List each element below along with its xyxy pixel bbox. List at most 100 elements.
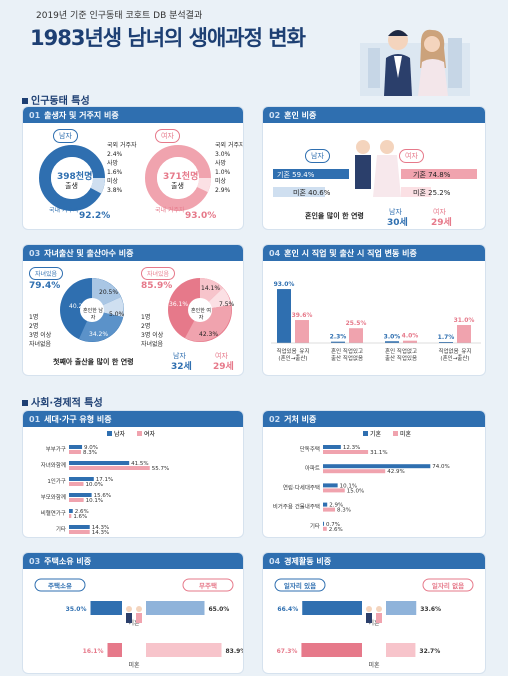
male-slice-1: 40.2% [69, 303, 89, 310]
male-age: 30세 [387, 218, 408, 228]
row-label: 비혈연가구 [41, 509, 66, 517]
row-label: 기타 [56, 525, 66, 533]
male-married-bar [273, 169, 349, 179]
row-label: 비거주용 건물내주택 [273, 503, 320, 511]
value-label-series-2: 2.6% [329, 527, 343, 533]
bar-series-2 [323, 507, 336, 512]
left-tag: 주택소유 [48, 581, 72, 590]
value-label-series-2: 14.3% [92, 530, 109, 536]
couple-illustration [360, 29, 470, 96]
bar-series-2 [323, 488, 345, 493]
row-label: 1인가구 [47, 477, 66, 485]
right-value: 33.6% [420, 606, 441, 613]
bar-series-1 [69, 477, 94, 481]
female-tag: 여자 [399, 149, 424, 163]
row-label: 미혼 [128, 661, 140, 669]
job-change-bar-chart: 93.0%39.6%직업있음_유지(혼인→출산)2.3%25.5%혼인 직업있고… [271, 281, 481, 362]
female-domestic-label: 국내 거주자 [155, 207, 185, 214]
female-pie-chart [168, 278, 232, 342]
value-label-series-2: 55.7% [152, 466, 169, 472]
person-icon [126, 613, 132, 623]
bar-series-2 [69, 450, 82, 454]
bar-series-1 [69, 493, 92, 497]
row-label: 아파트 [305, 464, 320, 472]
female-legend: 1명 2명 3명 이상 자녀없음 [141, 314, 164, 348]
value-label-series-2: 10.0% [86, 482, 103, 488]
value-label-series-2: 8.3% [83, 450, 97, 456]
bar-series-2 [323, 469, 386, 474]
bar-series-2 [323, 450, 369, 454]
right-value: 83.9% [226, 648, 244, 655]
right-tag-box [422, 578, 474, 592]
category-label: 혼인 직업있고 [331, 347, 363, 355]
row-label: 미혼 [368, 661, 380, 669]
bar-series-2 [69, 530, 90, 534]
legend-label-1: 기혼 [370, 430, 382, 438]
card-header: 03 주택소유 비중 [23, 553, 243, 569]
legend-swatch-1 [363, 431, 368, 436]
card-household-type: 01 세대·가구 유형 비중 남자 여자 부부가구 9.0% 8.3% 자녀와함께 41.5%… [22, 410, 244, 538]
category-label: (혼인→출산) [440, 354, 469, 362]
person-icon [366, 613, 372, 623]
male-slice-4: 5.0% [109, 311, 125, 318]
right-bar [386, 643, 416, 657]
left-bar [107, 643, 122, 657]
value-label-series-1: 14.3% [92, 525, 109, 531]
female-slice-4: 7.5% [219, 301, 235, 308]
left-bar [301, 643, 362, 657]
female-total-label: 출생 [171, 182, 184, 190]
male-legend: 국외 거주자 2.4% 사망 1.6% 미상 3.8% [107, 142, 137, 194]
card-residence-type: 02 거처 비중 기혼 미혼 단독주택 12.3% 31.1% 아파트 74.0% 42.9% 연… [262, 410, 486, 538]
male-unmarried-bar [273, 187, 325, 197]
value-label-male: 1.7% [438, 334, 455, 341]
left-tag-box [34, 578, 86, 592]
bar-female [349, 328, 363, 343]
male-slice-2: 20.5% [99, 289, 119, 296]
female-slice-2: 14.1% [201, 285, 221, 292]
legend-swatch-2 [137, 431, 142, 436]
bar-series-1 [69, 445, 83, 449]
legend-label-2: 여자 [144, 430, 156, 438]
female-slice-1: 36.1% [169, 301, 189, 308]
female-unmarried-bar [401, 187, 431, 197]
bar-series-2 [69, 514, 72, 518]
value-label-series-1: 2.6% [75, 509, 89, 515]
female-age-label: 여자 [433, 208, 446, 216]
value-label-series-2: 15.0% [347, 488, 364, 494]
right-tag: 무주택 [199, 581, 217, 590]
bar-male [439, 342, 453, 343]
category-label: 직업없음_유지 [438, 347, 471, 355]
row-label: 기혼 [128, 619, 140, 627]
left-value: 16.1% [83, 648, 104, 655]
row-label: 기타 [310, 522, 320, 530]
right-bar [386, 601, 417, 615]
card-home-ownership: 03 주택소유 비중 주택소유 무주택 35.0% 65.0% 기혼 16.1% 83.9% 미… [22, 552, 244, 674]
male-center-label: 혼인한 남자 [83, 308, 103, 321]
male-domestic: 92.2% [79, 211, 111, 221]
legend-label-2: 미혼 [400, 430, 412, 438]
right-tag: 일자리 없음 [432, 581, 464, 590]
card-economic-activity: 04 경제활동 비중 일자리 있음 일자리 없음 66.4% 33.6% 기혼 67.3% 3… [262, 552, 486, 674]
female-child-tag: 자녀있음 [141, 267, 176, 280]
bar-series-1 [323, 521, 325, 526]
value-label-female: 4.0% [402, 333, 419, 340]
male-age: 32세 [171, 362, 192, 372]
bar-series-1 [323, 502, 328, 507]
value-label-series-2: 1.6% [73, 514, 87, 520]
home-ownership-chart: 주택소유 무주택 35.0% 65.0% 기혼 16.1% 83.9% 미혼 [34, 578, 244, 669]
bar-series-1 [323, 483, 338, 488]
card-childbirth: 03 자녀출산 및 출산아수 비중 자녀있음 79.4% 40.2% 20.5% … [22, 244, 244, 376]
row-label: 단독주택 [300, 445, 320, 453]
male-donut-chart [39, 145, 105, 211]
row-label: 부모와함께 [41, 493, 66, 501]
female-total: 371천명 [163, 172, 199, 182]
male-pie-chart [60, 278, 124, 342]
card-job-change: 04 혼인 시 직업 및 출산 시 직업 변동 비중 93.0% 39.6% 직업있음… [262, 244, 486, 376]
card-header: 04 경제활동 비중 [263, 553, 485, 569]
person-icon [376, 613, 382, 623]
value-label-series-1: 2.9% [329, 503, 343, 509]
value-label-series-2: 8.3% [337, 508, 351, 514]
female-unmarried: 미혼 25.2% [413, 189, 451, 197]
wedding-couple-icon [355, 140, 401, 197]
